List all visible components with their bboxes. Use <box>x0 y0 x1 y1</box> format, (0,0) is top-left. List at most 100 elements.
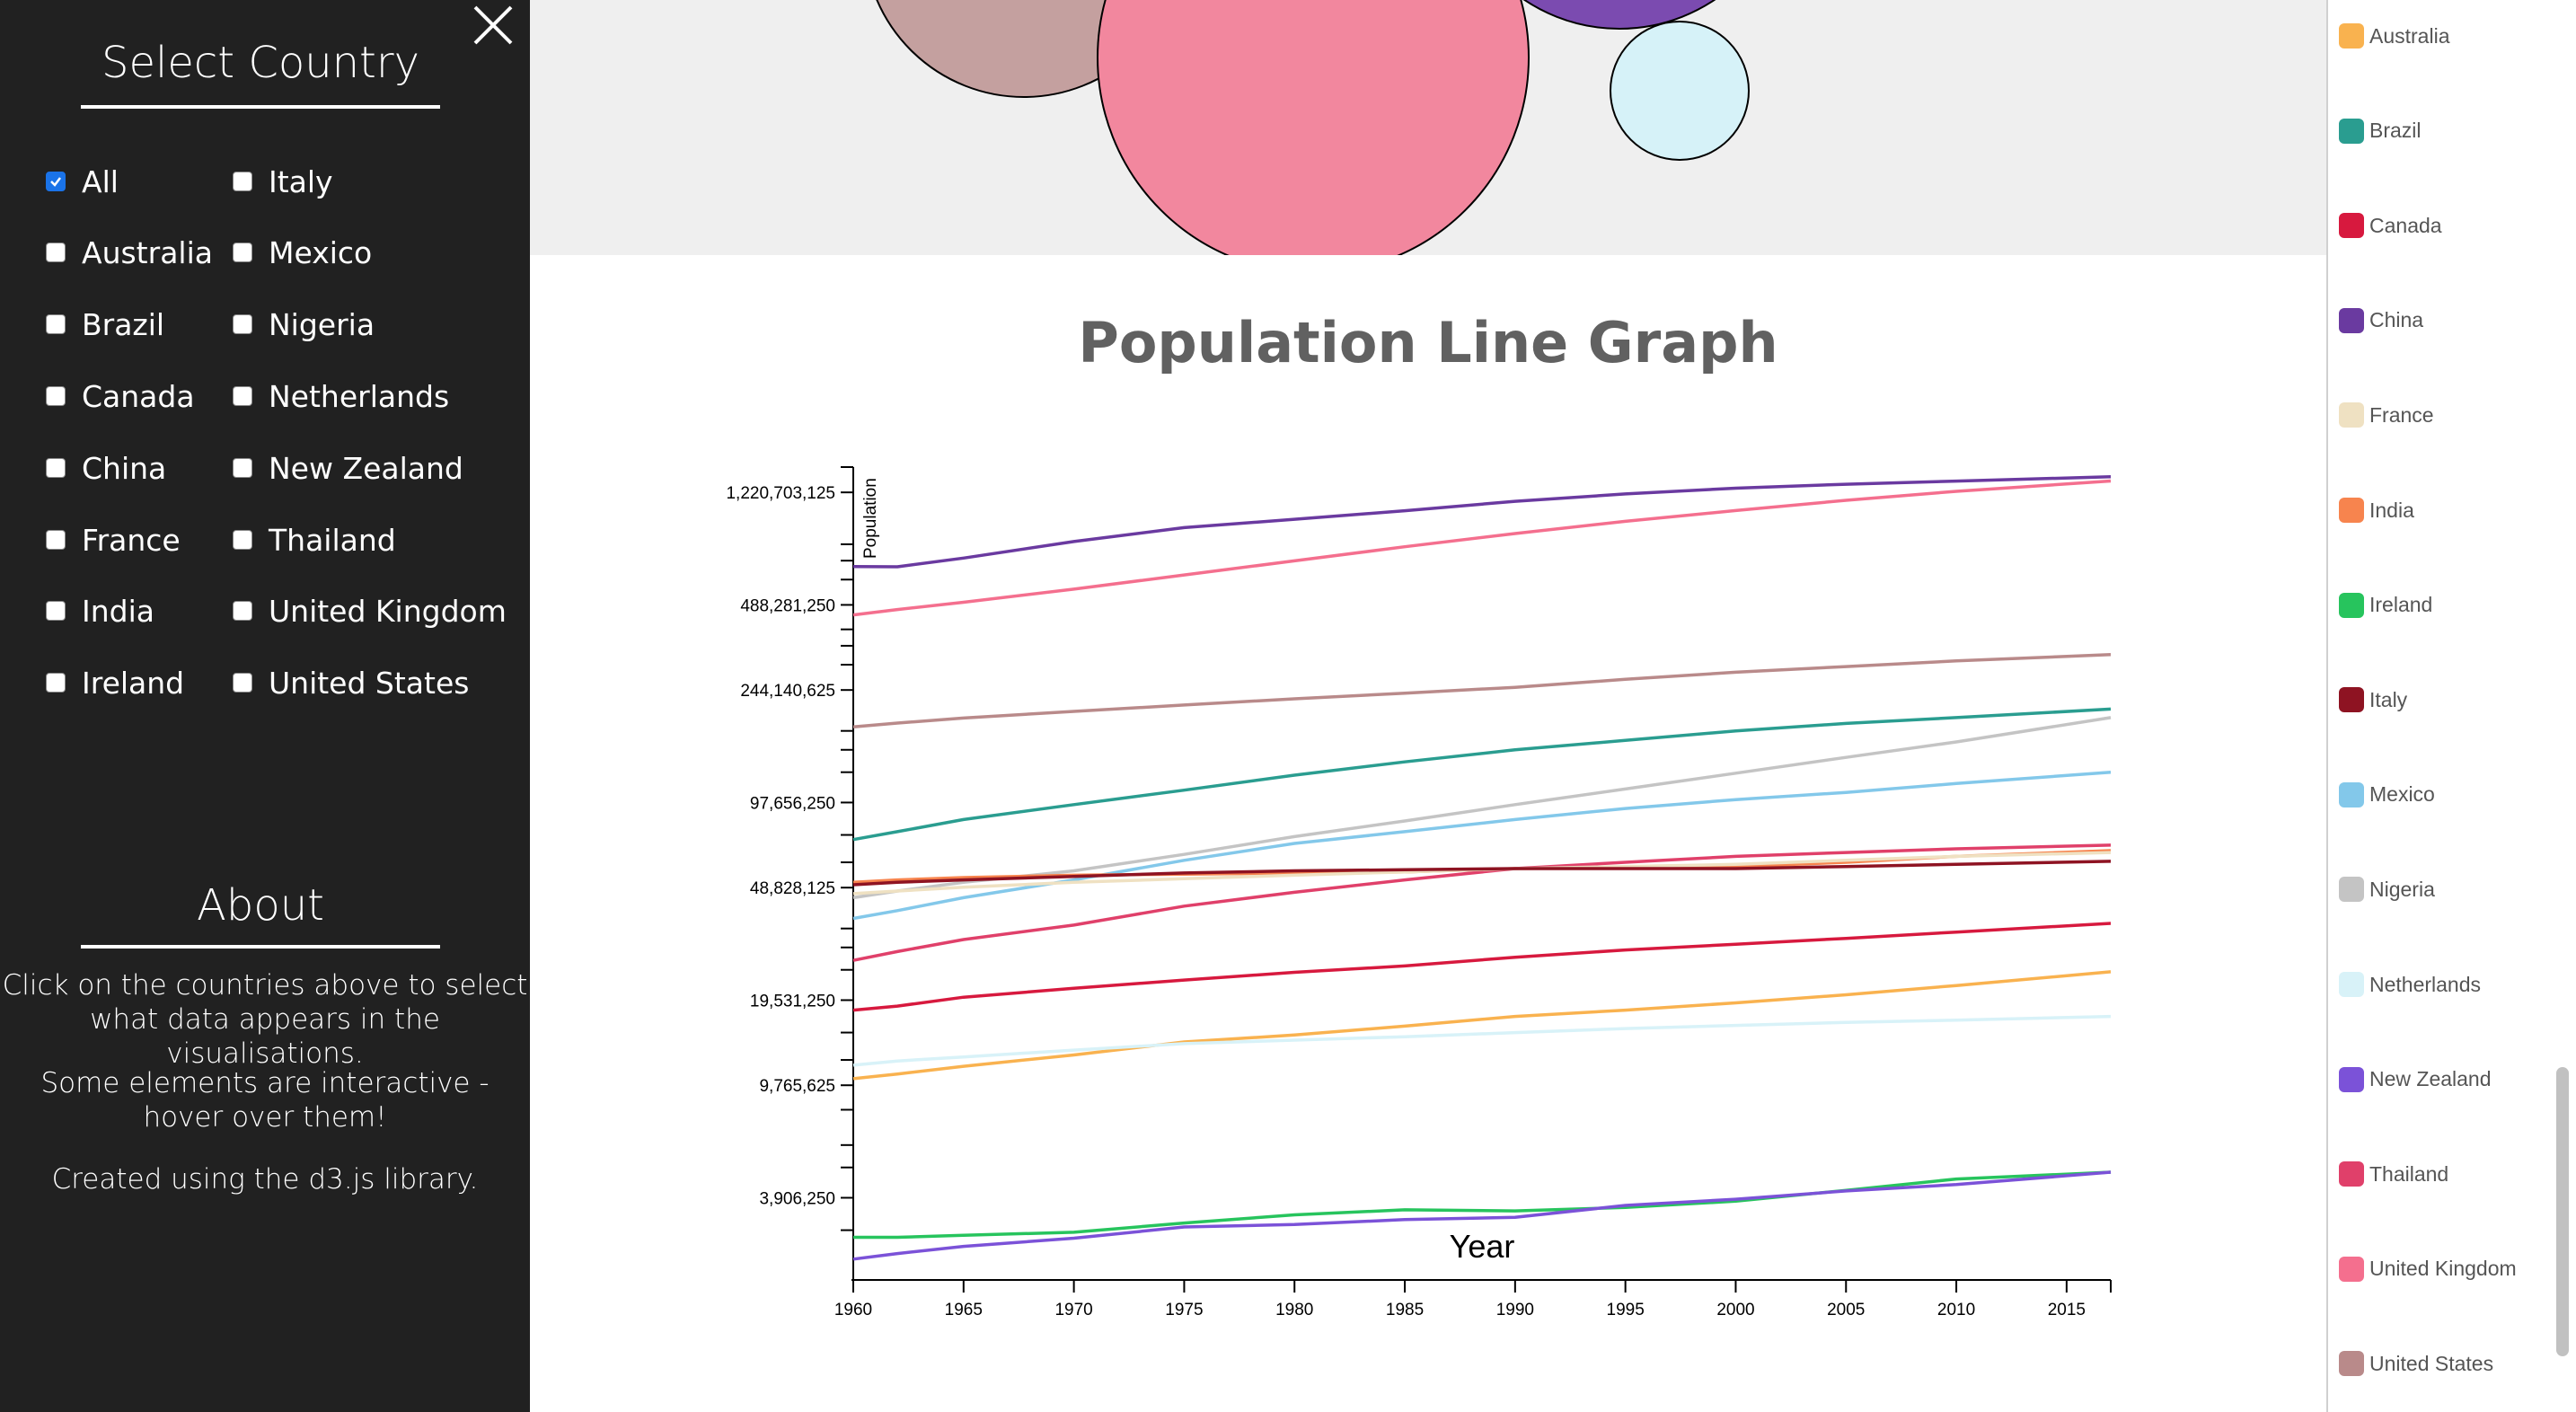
checkbox-item-china[interactable]: China <box>46 446 166 490</box>
line-mexico[interactable] <box>852 770 2112 921</box>
checkbox-item-all[interactable]: All <box>46 160 119 203</box>
y-tick-label: 9,765,625 <box>759 1077 835 1096</box>
legend-item-mexico[interactable]: Mexico <box>2339 781 2435 807</box>
checkbox-icon[interactable] <box>46 386 66 406</box>
checkbox-item-brazil[interactable]: Brazil <box>46 303 164 346</box>
line-brazil[interactable] <box>852 707 2112 842</box>
checkbox-label: China <box>82 450 167 486</box>
checkbox-item-netherlands[interactable]: Netherlands <box>233 375 449 418</box>
y-tick-label: 488,281,250 <box>740 596 835 615</box>
checkbox-icon[interactable] <box>233 386 252 406</box>
checkbox-icon[interactable] <box>233 530 252 550</box>
line-netherlands[interactable] <box>852 1014 2112 1067</box>
legend-label: Australia <box>2369 23 2450 48</box>
checkbox-icon[interactable] <box>233 673 252 693</box>
checkbox-label: Netherlands <box>269 378 450 414</box>
legend-item-netherlands[interactable]: Netherlands <box>2339 972 2481 997</box>
legend-swatch <box>2339 1066 2364 1092</box>
checkbox-icon[interactable] <box>233 172 252 191</box>
y-tick-label: 244,140,625 <box>740 682 835 701</box>
legend-item-nigeria[interactable]: Nigeria <box>2339 877 2435 903</box>
checkbox-item-australia[interactable]: Australia <box>46 231 213 274</box>
legend-label: United Kingdom <box>2369 1257 2517 1281</box>
checkbox-item-new-zealand[interactable]: New Zealand <box>233 446 463 490</box>
checkbox-item-ireland[interactable]: Ireland <box>46 661 184 704</box>
legend-item-united-kingdom[interactable]: United Kingdom <box>2339 1256 2517 1282</box>
checkbox-checked-icon[interactable] <box>46 172 66 191</box>
legend-item-united-states[interactable]: United States <box>2339 1351 2493 1377</box>
checkbox-icon[interactable] <box>233 314 252 334</box>
select-country-title: Select Country <box>101 38 420 88</box>
checkbox-label: Australia <box>82 234 213 270</box>
line-australia[interactable] <box>852 970 2112 1081</box>
line-united-states[interactable] <box>852 653 2112 729</box>
checkbox-item-france[interactable]: France <box>46 518 181 561</box>
legend-item-australia[interactable]: Australia <box>2339 23 2449 49</box>
bubble-netherlands[interactable] <box>1610 21 1750 161</box>
checkbox-item-canada[interactable]: Canada <box>46 375 195 418</box>
checkbox-label: Italy <box>269 163 333 199</box>
legend-label: New Zealand <box>2369 1067 2492 1091</box>
x-axis-label: Year <box>1450 1228 1515 1265</box>
legend-label: India <box>2369 498 2414 522</box>
legend-swatch <box>2339 592 2364 618</box>
checkbox-item-united-states[interactable]: United States <box>233 661 469 704</box>
legend-label: Ireland <box>2369 593 2433 617</box>
chart-title: Population Line Graph <box>1078 310 1778 375</box>
line-canada[interactable] <box>852 922 2112 1012</box>
legend-item-new-zealand[interactable]: New Zealand <box>2339 1066 2492 1092</box>
line-united-kingdom[interactable] <box>852 843 2112 962</box>
checkbox-item-united-kingdom[interactable]: United Kingdom <box>233 589 507 632</box>
x-tick-label: 2010 <box>1937 1301 1975 1319</box>
checkbox-item-nigeria[interactable]: Nigeria <box>233 303 375 346</box>
checkbox-icon[interactable] <box>233 243 252 262</box>
checkbox-icon[interactable] <box>46 601 66 621</box>
y-tick-label: 3,906,250 <box>759 1189 835 1208</box>
x-tick-label: 1980 <box>1275 1301 1313 1319</box>
legend-item-france[interactable]: France <box>2339 402 2434 428</box>
legend-item-ireland[interactable]: Ireland <box>2339 592 2433 618</box>
line-italy[interactable] <box>852 860 2112 887</box>
checkbox-icon[interactable] <box>46 243 66 262</box>
legend-label: Italy <box>2369 687 2408 711</box>
checkbox-icon[interactable] <box>46 530 66 550</box>
line-china[interactable] <box>852 475 2112 569</box>
checkbox-item-mexico[interactable]: Mexico <box>233 231 372 274</box>
legend-item-india[interactable]: India <box>2339 498 2414 523</box>
legend-label: Brazil <box>2369 119 2422 143</box>
line-nigeria[interactable] <box>852 716 2112 900</box>
line-new-zealand[interactable] <box>852 1170 2112 1261</box>
checkbox-icon[interactable] <box>46 314 66 334</box>
y-tick-label: 19,531,250 <box>750 992 835 1010</box>
bubble-united-kingdom[interactable] <box>1097 0 1530 255</box>
checkbox-icon[interactable] <box>233 601 252 621</box>
line-india[interactable] <box>852 479 2112 617</box>
checkbox-icon[interactable] <box>233 458 252 478</box>
legend-label: Netherlands <box>2369 972 2482 996</box>
legend-item-canada[interactable]: Canada <box>2339 213 2442 239</box>
checkbox-label: France <box>82 522 181 558</box>
legend-label: Thailand <box>2369 1161 2449 1186</box>
title-divider <box>81 105 440 109</box>
legend-item-brazil[interactable]: Brazil <box>2339 118 2422 144</box>
legend-label: Nigeria <box>2369 877 2435 901</box>
legend-label: Canada <box>2369 213 2442 237</box>
checkbox-icon[interactable] <box>46 673 66 693</box>
legend-item-italy[interactable]: Italy <box>2339 687 2408 713</box>
legend-item-china[interactable]: China <box>2339 307 2423 333</box>
close-icon[interactable] <box>468 0 518 50</box>
checkbox-label: Ireland <box>82 665 185 701</box>
x-tick-label: 1985 <box>1386 1301 1424 1319</box>
checkbox-icon[interactable] <box>46 458 66 478</box>
about-divider <box>81 945 440 949</box>
scrollbar-thumb[interactable] <box>2556 1067 2569 1356</box>
checkbox-item-india[interactable]: India <box>46 589 154 632</box>
bubble-china[interactable] <box>1449 0 1790 30</box>
legend-item-thailand[interactable]: Thailand <box>2339 1161 2448 1187</box>
checkbox-item-thailand[interactable]: Thailand <box>233 518 396 561</box>
line-france[interactable] <box>852 851 2112 896</box>
checkbox-item-italy[interactable]: Italy <box>233 160 333 203</box>
legend-swatch <box>2339 877 2364 903</box>
x-tick-label: 1995 <box>1607 1301 1645 1319</box>
